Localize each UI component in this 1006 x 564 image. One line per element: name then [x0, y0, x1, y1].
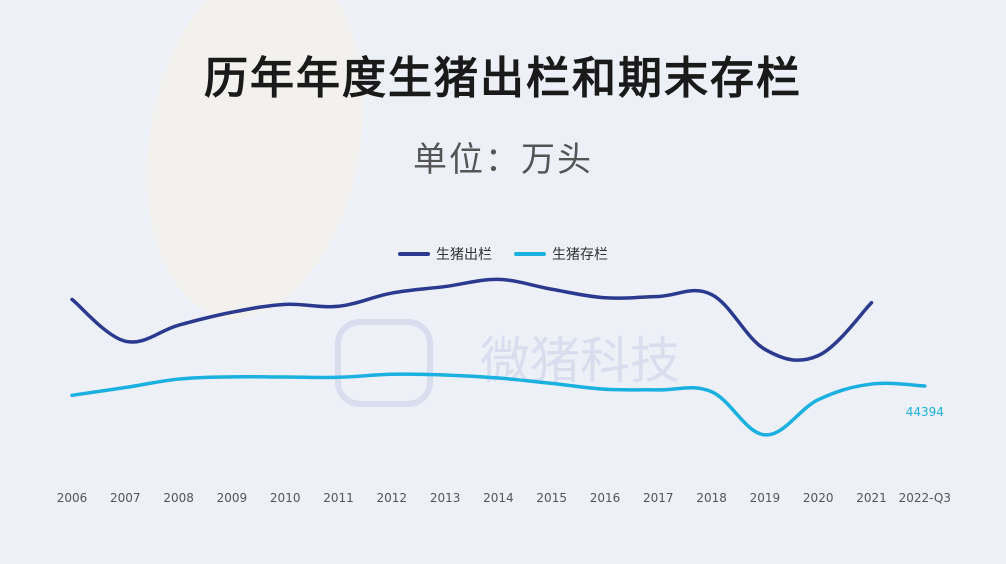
chart-title: 历年年度生猪出栏和期末存栏: [204, 53, 802, 104]
x-tick-label-5: 2011: [323, 491, 354, 505]
legend-swatch-slaughter: [398, 252, 430, 256]
x-tick-label-1: 2007: [110, 491, 141, 505]
legend-item-slaughter[interactable]: 生猪出栏: [398, 244, 492, 264]
data-label-0: 44394: [906, 405, 944, 419]
data-point-1-2[interactable]: [177, 377, 181, 381]
x-tick-label-10: 2016: [590, 491, 621, 505]
x-tick-label-12: 2018: [696, 491, 727, 505]
data-point-0-8[interactable]: [496, 277, 500, 281]
data-point-0-7[interactable]: [443, 285, 447, 289]
data-point-1-5[interactable]: [337, 375, 341, 379]
x-tick-label-7: 2013: [430, 491, 461, 505]
data-point-0-14[interactable]: [816, 354, 820, 358]
data-point-1-14[interactable]: [816, 398, 820, 402]
data-point-1-4[interactable]: [283, 375, 287, 379]
data-point-0-11[interactable]: [656, 294, 660, 298]
x-tick-label-3: 2009: [217, 491, 248, 505]
data-point-1-0[interactable]: [70, 393, 74, 397]
data-point-0-1[interactable]: [123, 339, 127, 343]
data-point-1-11[interactable]: [656, 388, 660, 392]
data-point-1-6[interactable]: [390, 372, 394, 376]
data-point-1-1[interactable]: [123, 385, 127, 389]
series-line-0[interactable]: [70, 277, 874, 362]
x-tick-label-6: 2012: [377, 491, 408, 505]
data-point-0-3[interactable]: [230, 310, 234, 314]
x-tick-label-4: 2010: [270, 491, 301, 505]
data-point-0-6[interactable]: [390, 291, 394, 295]
data-point-0-4[interactable]: [283, 302, 287, 306]
data-point-1-9[interactable]: [550, 381, 554, 385]
data-point-0-5[interactable]: [337, 304, 341, 308]
data-point-1-3[interactable]: [230, 375, 234, 379]
legend-item-inventory[interactable]: 生猪存栏: [514, 244, 608, 264]
data-point-1-13[interactable]: [763, 433, 767, 437]
data-point-0-13[interactable]: [763, 347, 767, 351]
data-point-1-15[interactable]: [870, 382, 874, 386]
watermark-logo-icon: [335, 319, 433, 407]
data-point-1-12[interactable]: [710, 390, 714, 394]
x-tick-label-14: 2020: [803, 491, 834, 505]
x-tick-label-16: 2022-Q3: [899, 491, 951, 505]
data-point-1-7[interactable]: [443, 373, 447, 377]
legend-swatch-inventory: [514, 252, 546, 256]
series-line-1[interactable]: [70, 372, 927, 437]
x-tick-label-15: 2021: [856, 491, 887, 505]
data-point-1-8[interactable]: [496, 376, 500, 380]
data-point-0-10[interactable]: [603, 296, 607, 300]
data-point-0-0[interactable]: [70, 297, 74, 301]
x-tick-label-11: 2017: [643, 491, 674, 505]
x-tick-label-9: 2015: [536, 491, 567, 505]
x-tick-label-2: 2008: [163, 491, 194, 505]
legend-label-inventory: 生猪存栏: [552, 247, 608, 263]
data-point-0-12[interactable]: [710, 293, 714, 297]
data-point-0-9[interactable]: [550, 287, 554, 291]
x-tick-label-0: 2006: [57, 491, 88, 505]
data-point-1-16[interactable]: [923, 384, 927, 388]
data-point-0-2[interactable]: [177, 323, 181, 327]
watermark-text: 微猪科技: [480, 332, 680, 390]
chart-legend: 生猪出栏 生猪存栏: [0, 244, 1006, 264]
x-tick-label-13: 2019: [750, 491, 781, 505]
legend-label-slaughter: 生猪出栏: [436, 247, 492, 263]
x-tick-label-8: 2014: [483, 491, 514, 505]
data-point-0-15[interactable]: [870, 301, 874, 305]
chart-subtitle: 单位：万头: [413, 140, 593, 180]
data-point-1-10[interactable]: [603, 387, 607, 391]
